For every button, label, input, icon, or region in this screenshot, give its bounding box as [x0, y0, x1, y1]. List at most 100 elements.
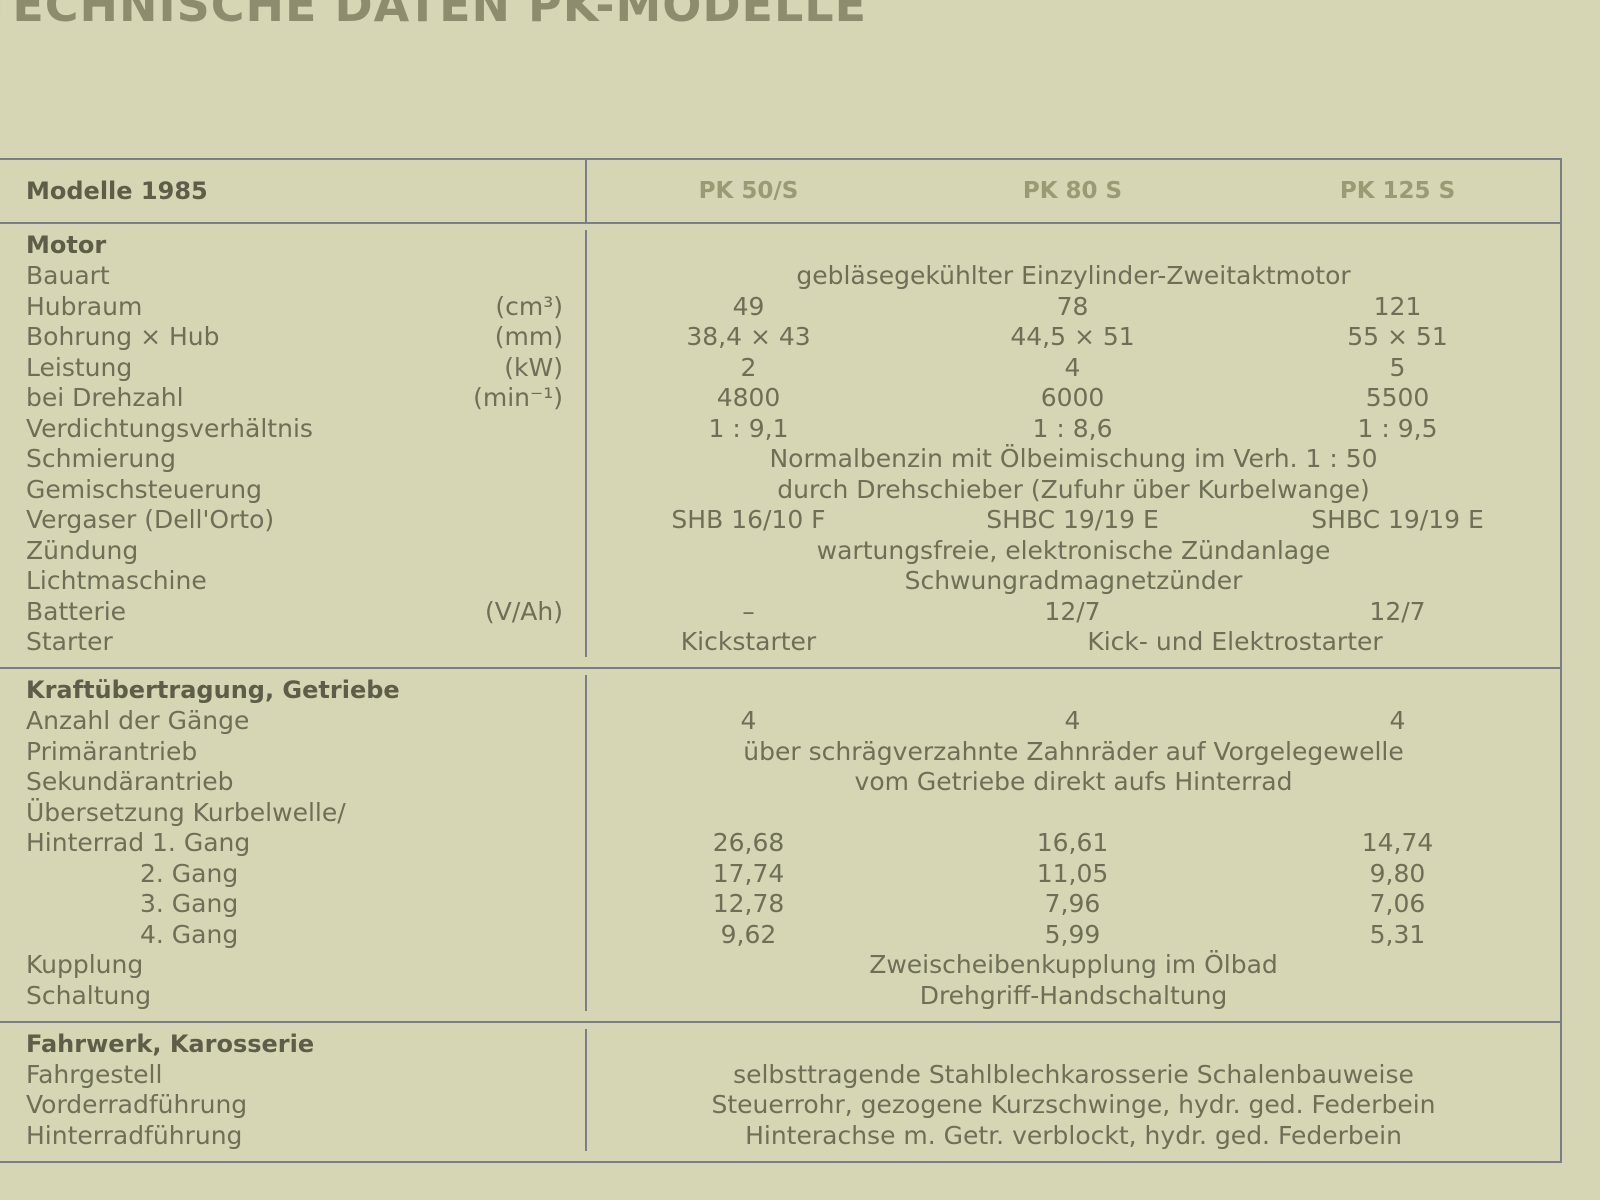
spec-row: Verdichtungsverhältnis 1 : 9,1 1 : 8,6 1 : … — [0, 413, 1560, 444]
value-cell: 4 — [585, 705, 910, 736]
section: Kraftübertragung, Getriebe Anzahl der Gän… — [0, 669, 1560, 1023]
row-label: Kupplung — [26, 950, 144, 980]
value-cell: SHBC 19/19 E — [986, 505, 1159, 535]
value-cell: 9,80 — [1369, 858, 1426, 888]
cell — [585, 675, 1560, 706]
value-cell: 38,4 × 43 — [585, 321, 910, 352]
cell — [470, 950, 585, 981]
value-cell: 9,62 — [585, 919, 910, 950]
row-label: Sekundärantrieb — [26, 767, 234, 797]
cell — [470, 797, 585, 828]
spec-row: Vergaser (Dell'Orto) SHB 16/10 F SHBC 19/1… — [0, 504, 1560, 535]
spec-row: Schaltung Drehgriff-Handschaltung — [0, 980, 1560, 1011]
value-cell: 55 × 51 — [1347, 322, 1448, 352]
value-cell: 17,74 — [585, 858, 910, 889]
value-cell: 5,31 — [1369, 919, 1426, 949]
row-label: 4. Gang — [140, 919, 239, 949]
spec-row: Kupplung Zweischeibenkupplung im Ölbad — [0, 949, 1560, 981]
row-unit: (mm) — [494, 322, 563, 352]
row-label: Vergaser (Dell'Orto) — [26, 505, 275, 535]
cell — [470, 858, 585, 889]
model-name: PK 50/S — [585, 160, 910, 222]
cell — [470, 919, 585, 950]
cell — [470, 413, 585, 444]
value-cell: SHB 16/10 F — [585, 504, 910, 535]
row-label: Hubraum — [26, 291, 143, 321]
row-label: Lichtmaschine — [26, 566, 207, 596]
row-label: 3. Gang — [140, 889, 239, 919]
spec-row: 2. Gang 17,74 11,05 9,80 — [0, 858, 1560, 889]
section-heading-row: Motor — [0, 230, 1560, 261]
row-label: Zündung — [26, 535, 139, 565]
row-label: Hinterrad 1. Gang — [26, 828, 251, 858]
cell — [585, 230, 1560, 261]
value-cell: 1 : 9,1 — [585, 413, 910, 444]
cell — [470, 736, 585, 767]
model-name: PK 125 S — [1339, 178, 1456, 204]
spec-row: Zündung wartungsfreie, elektronische Zünd… — [0, 535, 1560, 566]
value-cell: über schrägverzahnte Zahnräder auf Vorge… — [585, 736, 1560, 767]
value-cell: – — [585, 596, 910, 627]
value-cell: 78 — [1056, 291, 1089, 321]
value-cell: 7,06 — [1369, 889, 1426, 919]
row-label: Leistung — [26, 352, 133, 382]
cell — [470, 889, 585, 920]
value-cell: 4 — [1064, 706, 1081, 736]
spec-row: Bohrung × Hub (mm) 38,4 × 43 44,5 × 51 55 × … — [0, 321, 1560, 352]
spec-row: bei Drehzahl (min⁻¹) 4800 6000 5500 — [0, 382, 1560, 413]
spec-row: Fahrgestell selbsttragende Stahlblechkaro… — [0, 1059, 1560, 1090]
value-cell: gebläsegekühlter Einzylinder-Zweitaktmot… — [585, 260, 1560, 291]
value-cell: Kick- und Elektrostarter — [1087, 627, 1383, 657]
value-cell: Hinterachse m. Getr. verblockt, hydr. ge… — [585, 1120, 1560, 1151]
spec-row: Leistung (kW) 2 4 5 — [0, 352, 1560, 383]
spec-row: Schmierung Normalbenzin mit Ölbeimischung… — [0, 443, 1560, 474]
cell — [470, 566, 585, 597]
value-cell: selbsttragende Stahlblechkarosserie Scha… — [585, 1059, 1560, 1090]
value-cell: vom Getriebe direkt aufs Hinterrad — [585, 766, 1560, 797]
value-cell: Kickstarter — [585, 626, 910, 657]
value-cell: Normalbenzin mit Ölbeimischung im Verh. … — [585, 443, 1560, 474]
row-label: Batterie — [26, 596, 127, 626]
spec-table: Modelle 1985 PK 50/S PK 80 S PK 125 S Motor B… — [0, 158, 1562, 1163]
header-label: Modelle 1985 — [26, 177, 208, 205]
value-cell: 4 — [1389, 706, 1406, 736]
row-unit: (cm³) — [495, 291, 563, 321]
row-label: Schaltung — [26, 980, 152, 1010]
spec-row: Primärantrieb über schrägverzahnte Zahnrä… — [0, 736, 1560, 767]
section-heading: Kraftübertragung, Getriebe — [26, 676, 400, 705]
cell — [470, 474, 585, 505]
value-cell: 5500 — [1365, 383, 1430, 413]
cell — [470, 706, 585, 737]
row-label: Gemischsteuerung — [26, 474, 262, 504]
value-cell: 12/7 — [1044, 596, 1101, 626]
cell — [470, 980, 585, 1011]
value-cell: 26,68 — [585, 827, 910, 858]
cell — [470, 828, 585, 859]
value-cell: Steuerrohr, gezogene Kurzschwinge, hydr.… — [585, 1089, 1560, 1120]
value-cell: 49 — [585, 291, 910, 322]
row-label: Fahrgestell — [26, 1059, 163, 1089]
value-cell: 4 — [1064, 352, 1081, 382]
row-label: Bauart — [26, 261, 110, 291]
spec-row: Hinterrad 1. Gang 26,68 16,61 14,74 — [0, 827, 1560, 859]
row-label: Verdichtungsverhältnis — [26, 413, 313, 443]
value-cell: 1 : 9,5 — [1357, 413, 1438, 443]
section-heading: Fahrwerk, Karosserie — [26, 1029, 315, 1058]
cell — [470, 627, 585, 658]
value-cell: 1 : 8,6 — [1032, 413, 1113, 443]
spec-row: Hubraum (cm³) 49 78 121 — [0, 291, 1560, 322]
spec-row: 4. Gang 9,62 5,99 5,31 — [0, 919, 1560, 950]
cell — [470, 535, 585, 566]
value-cell: Schwungradmagnetzünder — [585, 565, 1560, 596]
row-label: Übersetzung Kurbelwelle/ — [26, 797, 346, 827]
value-cell: 12/7 — [1369, 596, 1426, 626]
cell — [470, 261, 585, 292]
value-cell: durch Drehschieber (Zufuhr über Kurbelwa… — [585, 474, 1560, 505]
row-unit: (V/Ah) — [485, 596, 563, 626]
value-cell: 5 — [1389, 352, 1406, 382]
cell — [585, 797, 1560, 828]
value-cell: Zweischeibenkupplung im Ölbad — [585, 949, 1560, 980]
row-unit: (kW) — [504, 352, 563, 382]
